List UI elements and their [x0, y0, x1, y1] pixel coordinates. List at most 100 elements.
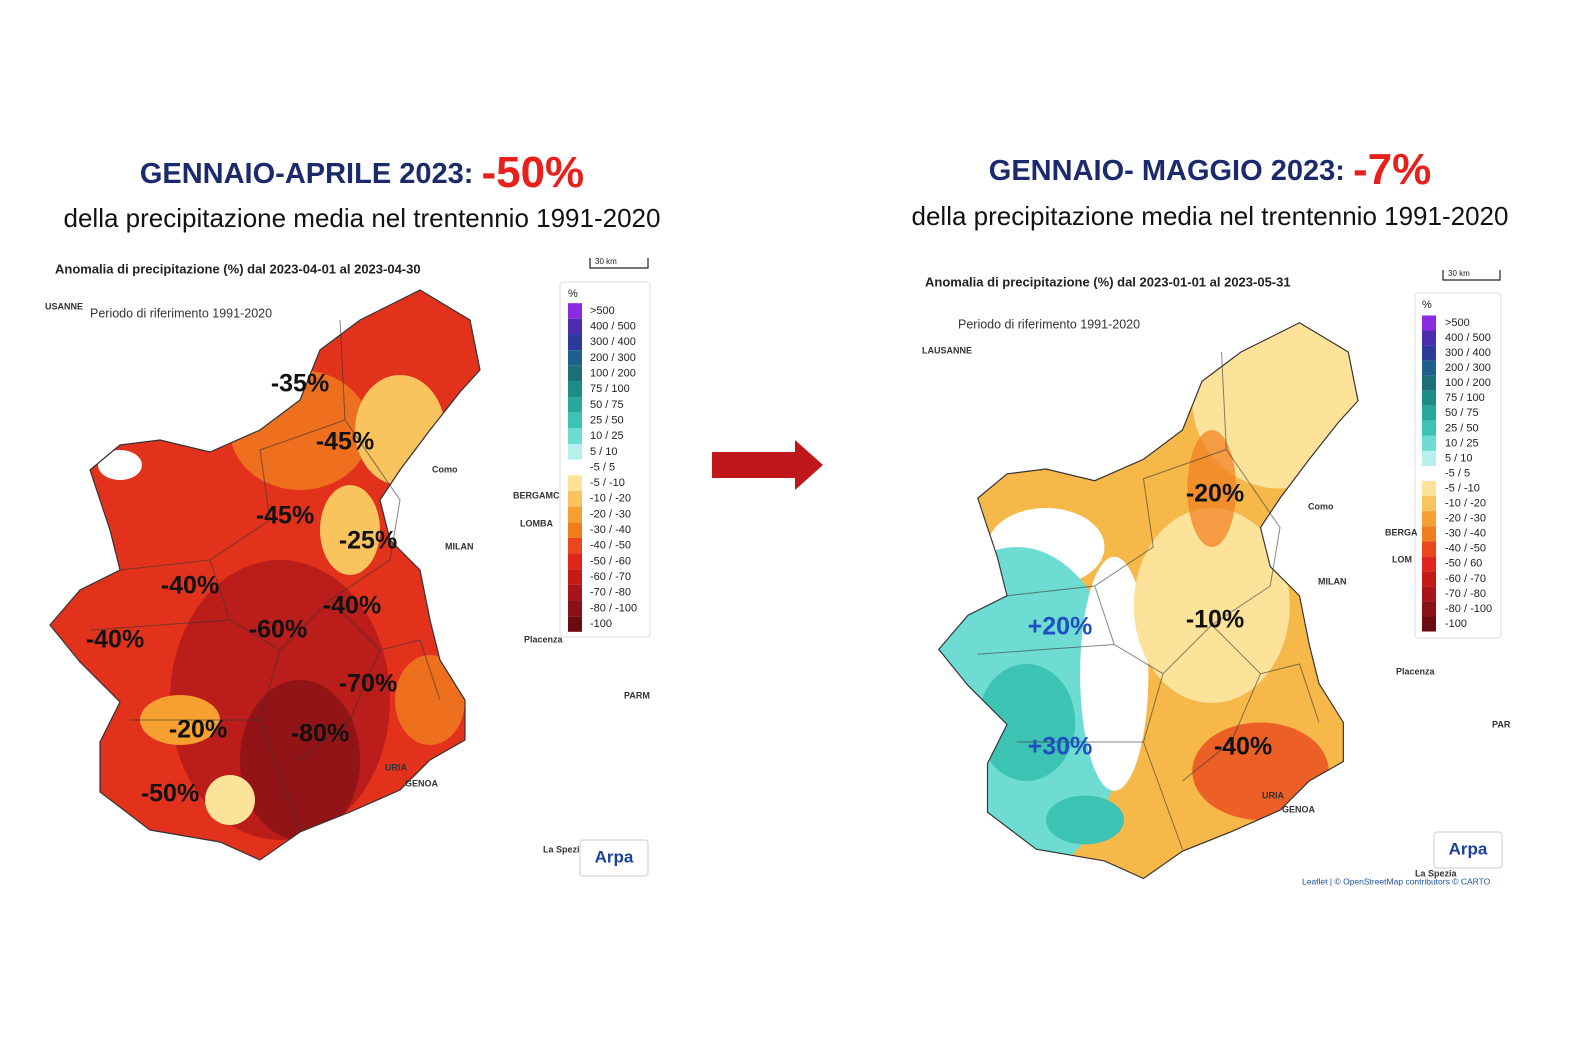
legend-label: 400 / 500	[590, 321, 636, 333]
legend-label: 5 / 10	[590, 446, 618, 458]
anomaly-label: -40%	[86, 626, 144, 654]
anomaly-label: -20%	[169, 716, 227, 744]
scale-label: 30 km	[1448, 269, 1470, 278]
period: Periodo di riferimento 1991-2020	[958, 317, 1140, 331]
legend-label: -60 / -70	[1445, 573, 1486, 585]
legend-swatch	[1422, 481, 1436, 497]
legend-label: -30 / -40	[590, 524, 631, 536]
place-label: MILAN	[1318, 576, 1347, 586]
legend-label: -5 / 5	[590, 461, 615, 473]
legend-swatch	[1422, 616, 1436, 632]
legend-label: -10 / -20	[590, 493, 631, 505]
legend-swatch	[568, 490, 582, 507]
place-label: La Spezia	[1415, 868, 1458, 878]
legend-label: >500	[590, 305, 615, 317]
legend-swatch	[568, 350, 582, 366]
legend-swatch	[568, 537, 582, 554]
anomaly-label: -40%	[323, 592, 381, 620]
place-label: USANNE	[45, 301, 83, 311]
legend-label: -5 / -10	[1445, 482, 1480, 494]
legend-swatch	[568, 365, 582, 382]
legend-swatch	[1422, 405, 1436, 421]
arrow	[712, 440, 823, 490]
place-label: BERGAMC	[513, 490, 560, 500]
place-label: Como	[1308, 501, 1334, 511]
anomaly-label: -20%	[1186, 480, 1244, 508]
map-title: Anomalia di precipitazione (%) dal 2023-…	[55, 261, 421, 276]
legend-label: -100	[1445, 618, 1467, 630]
legend-swatch	[1422, 345, 1436, 361]
place-label: Placenza	[1396, 666, 1436, 676]
period: Periodo di riferimento 1991-2020	[90, 306, 272, 320]
place-label: URIA	[1262, 790, 1284, 800]
legend-label: 75 / 100	[1445, 392, 1485, 404]
legend-box	[1414, 292, 1502, 639]
heading-highlight: -50%	[481, 148, 584, 197]
legend-swatch	[1422, 450, 1436, 466]
anomaly-label: -80%	[291, 720, 349, 748]
legend-swatch	[1422, 526, 1436, 542]
anomaly-label: +30%	[1028, 733, 1093, 761]
legend-swatch	[568, 412, 582, 429]
legend-swatch	[568, 303, 582, 319]
legend-label: 300 / 400	[590, 336, 636, 348]
place-label: LOMBA	[520, 518, 553, 528]
anomaly-label: -40%	[161, 572, 219, 600]
heading: GENNAIO- MAGGIO 2023: -7%	[989, 145, 1431, 194]
legend-label: -30 / -40	[1445, 528, 1486, 540]
legend-unit: %	[568, 288, 578, 300]
legend-swatch	[1422, 496, 1436, 512]
heading-text: GENNAIO- MAGGIO 2023:	[989, 155, 1353, 187]
legend-label: -80 / -100	[590, 602, 637, 614]
place-label: GENOA	[405, 778, 439, 788]
legend-swatch	[568, 318, 582, 335]
anomaly-label: -10%	[1186, 606, 1244, 634]
heading-text: GENNAIO-APRILE 2023:	[140, 158, 482, 190]
legend-label: 25 / 50	[590, 414, 624, 426]
legend-swatch	[1422, 541, 1436, 557]
legend-label: -20 / -30	[590, 508, 631, 520]
logo-box	[1433, 831, 1503, 869]
legend-label: 10 / 25	[1445, 437, 1479, 449]
legend-label: 5 / 10	[1445, 452, 1473, 464]
legend-swatch	[568, 506, 582, 523]
place-label: URIA	[385, 762, 407, 772]
legend-label: -40 / -50	[590, 540, 631, 552]
legend-swatch	[568, 428, 582, 445]
legend-swatch	[568, 600, 582, 617]
scale-label: 30 km	[595, 257, 617, 266]
legend-label: -5 / -10	[590, 477, 625, 489]
legend-swatch	[1422, 435, 1436, 451]
place-label: LAUSANNE	[922, 345, 972, 355]
legend-label: -50 / -60	[590, 555, 631, 567]
anomaly-label: -45%	[316, 428, 374, 456]
subtitle: della precipitazione media nel trentenni…	[912, 201, 1509, 231]
legend-label: 75 / 100	[590, 383, 630, 395]
legend-swatch	[568, 522, 582, 538]
map-right	[938, 322, 1359, 880]
legend-swatch	[568, 334, 582, 351]
place-label: Como	[432, 464, 458, 474]
legend-swatch	[568, 553, 582, 570]
legend-label: -50 / 60	[1445, 558, 1482, 570]
legend-swatch	[1422, 375, 1436, 391]
legend-swatch	[568, 459, 582, 476]
place-label: LOM	[1392, 554, 1412, 564]
place-label: La Spezia	[543, 844, 586, 854]
legend-swatch	[1422, 330, 1436, 346]
legend-swatch	[568, 475, 582, 491]
place-label: GENOA	[1282, 804, 1316, 814]
legend-swatch	[1422, 511, 1436, 527]
legend-swatch	[568, 381, 582, 398]
legend-label: 25 / 50	[1445, 422, 1479, 434]
anomaly-label: -70%	[339, 670, 397, 698]
legend-swatch	[1422, 586, 1436, 602]
anomaly-label: -40%	[1214, 733, 1272, 761]
place-label: MILAN	[445, 541, 474, 551]
legend-label: -70 / -80	[1445, 588, 1486, 600]
anomaly-label: -45%	[256, 502, 314, 530]
legend-label: >500	[1445, 317, 1470, 329]
place-label: PAR	[1492, 719, 1511, 729]
place-label: BERGA	[1385, 527, 1418, 537]
legend-label: 200 / 300	[1445, 362, 1491, 374]
